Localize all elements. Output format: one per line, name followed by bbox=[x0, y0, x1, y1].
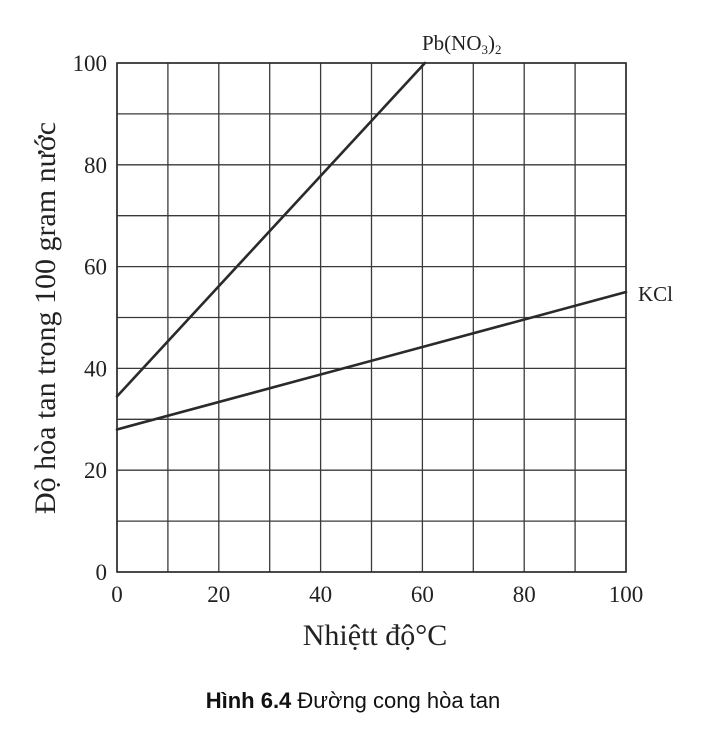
series-line-kcl bbox=[115, 290, 628, 431]
series-label-kcl: KCl bbox=[638, 282, 673, 306]
pb-label-sub2: 2 bbox=[495, 42, 502, 57]
y-tick-label: 20 bbox=[84, 458, 107, 483]
pb-label-part2: ) bbox=[488, 31, 495, 55]
chart-series-lines bbox=[115, 61, 628, 431]
x-tick-label: 0 bbox=[111, 582, 123, 607]
pb-label-sub1: 3 bbox=[482, 42, 489, 57]
pb-label-part1: Pb(NO bbox=[422, 31, 482, 55]
plot-frame bbox=[116, 62, 627, 573]
y-tick-label: 80 bbox=[84, 153, 107, 178]
x-tick-label: 100 bbox=[609, 582, 644, 607]
y-tick-label: 40 bbox=[84, 356, 107, 381]
series-line-pbno32 bbox=[115, 61, 427, 398]
figure-caption: Hình 6.4 Đường cong hòa tan bbox=[0, 688, 706, 714]
x-axis-label: Nhiệtt độ°C bbox=[303, 619, 448, 652]
series-label-pbno32: Pb(NO3)2 bbox=[422, 31, 502, 57]
y-tick-label: 60 bbox=[84, 255, 107, 280]
x-tick-label: 80 bbox=[513, 582, 536, 607]
x-tick-label: 40 bbox=[309, 582, 332, 607]
y-tick-label: 100 bbox=[73, 51, 108, 76]
caption-text: Đường cong hòa tan bbox=[291, 688, 501, 713]
chart-grid bbox=[116, 62, 627, 573]
y-axis-label: Độ hòa tan trong 100 gram nước bbox=[29, 122, 62, 514]
solubility-chart: 0 20 40 60 80 100 0 20 40 60 80 100 Pb(NO3)2 KCl Nh… bbox=[29, 31, 673, 652]
x-tick-label: 60 bbox=[411, 582, 434, 607]
caption-figure-number: Hình 6.4 bbox=[205, 688, 292, 713]
y-tick-label: 0 bbox=[96, 560, 108, 585]
x-tick-label: 20 bbox=[207, 582, 230, 607]
chart-tick-labels: 0 20 40 60 80 100 0 20 40 60 80 100 bbox=[73, 51, 644, 607]
